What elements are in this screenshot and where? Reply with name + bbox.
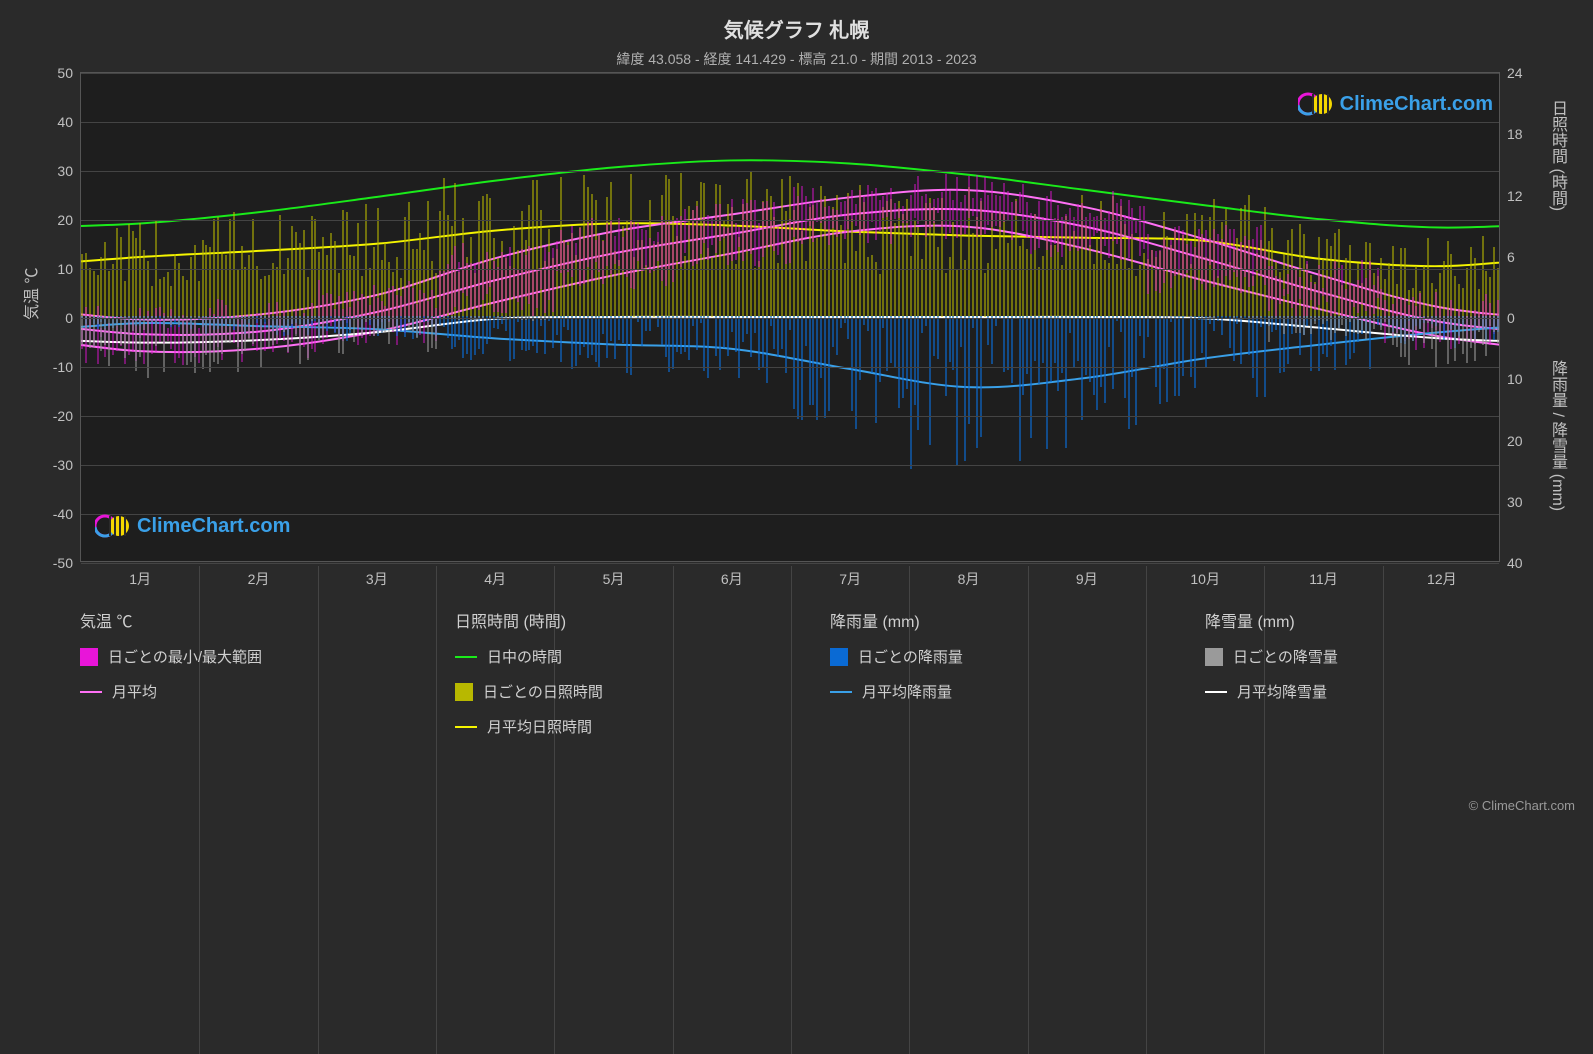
- x-tick-month: 4月: [484, 561, 506, 589]
- legend-title: 気温 ℃: [80, 608, 375, 632]
- x-tick-month: 1月: [129, 561, 151, 589]
- chart-title: 気候グラフ 札幌: [0, 0, 1593, 43]
- x-tick-month: 2月: [248, 561, 270, 589]
- legend-label: 月平均降雨量: [862, 681, 952, 702]
- x-tick-month: 12月: [1427, 561, 1457, 589]
- watermark-bottom: ClimeChart.com: [95, 512, 290, 540]
- legend-item: 日ごとの日照時間: [455, 681, 750, 702]
- y-axis-right-label-sunlight: 日照時間 (時間): [1545, 100, 1569, 211]
- y-tick-left: -40: [53, 506, 81, 522]
- legend-col-rain: 降雨量 (mm) 日ごとの降雨量月平均降雨量: [830, 608, 1125, 751]
- legend-label: 月平均: [112, 681, 157, 702]
- y-tick-right-precip: 20: [1499, 433, 1523, 449]
- y-tick-left: 20: [57, 212, 81, 228]
- legend-line: [830, 691, 852, 693]
- y-axis-left-label: 気温 ℃: [18, 268, 42, 320]
- y-tick-right-hours: 12: [1499, 188, 1523, 204]
- legend-item: 月平均日照時間: [455, 716, 750, 737]
- legend-label: 日ごとの降雪量: [1233, 646, 1338, 667]
- x-tick-month: 7月: [839, 561, 861, 589]
- chart-subtitle: 緯度 43.058 - 経度 141.429 - 標高 21.0 - 期間 20…: [0, 43, 1593, 69]
- y-tick-right-hours: 0: [1499, 310, 1515, 326]
- legend-swatch: [1205, 648, 1223, 666]
- legend-label: 日ごとの最小/最大範囲: [108, 646, 262, 667]
- y-tick-left: 50: [57, 65, 81, 81]
- legend-title: 日照時間 (時間): [455, 608, 750, 632]
- watermark-top: ClimeChart.com: [1298, 90, 1493, 118]
- y-axis-right-label-precip: 降雨量 / 降雪量 (mm): [1545, 360, 1569, 511]
- x-tick-month: 8月: [958, 561, 980, 589]
- legend-line: [455, 726, 477, 728]
- climate-chart: 気候グラフ 札幌 緯度 43.058 - 経度 141.429 - 標高 21.…: [0, 0, 1593, 825]
- y-tick-left: -20: [53, 408, 81, 424]
- legend-col-snow: 降雪量 (mm) 日ごとの降雪量月平均降雪量: [1205, 608, 1500, 751]
- legend-line: [1205, 691, 1227, 693]
- y-tick-left: -10: [53, 359, 81, 375]
- legend-label: 月平均降雪量: [1237, 681, 1327, 702]
- y-tick-left: 30: [57, 163, 81, 179]
- x-tick-month: 6月: [721, 561, 743, 589]
- legend-line: [80, 691, 102, 693]
- copyright: © ClimeChart.com: [1469, 798, 1575, 813]
- legend-col-sunlight: 日照時間 (時間) 日中の時間日ごとの日照時間月平均日照時間: [455, 608, 750, 751]
- legend-swatch: [80, 648, 98, 666]
- daily-bars-layer: [81, 73, 1499, 561]
- legend-label: 日ごとの日照時間: [483, 681, 603, 702]
- legend-item: 月平均降雪量: [1205, 681, 1500, 702]
- y-tick-left: 10: [57, 261, 81, 277]
- legend-swatch: [455, 683, 473, 701]
- legend-item: 月平均: [80, 681, 375, 702]
- legend: 気温 ℃ 日ごとの最小/最大範囲月平均 日照時間 (時間) 日中の時間日ごとの日…: [80, 608, 1500, 751]
- x-tick-month: 3月: [366, 561, 388, 589]
- y-tick-left: -30: [53, 457, 81, 473]
- x-tick-month: 10月: [1190, 561, 1220, 589]
- y-tick-right-hours: 18: [1499, 126, 1523, 142]
- y-tick-left: 40: [57, 114, 81, 130]
- legend-label: 月平均日照時間: [487, 716, 592, 737]
- legend-title: 降雨量 (mm): [830, 608, 1125, 632]
- legend-item: 日ごとの降雨量: [830, 646, 1125, 667]
- watermark-text: ClimeChart.com: [137, 515, 290, 538]
- y-tick-left: 0: [65, 310, 81, 326]
- legend-col-temp: 気温 ℃ 日ごとの最小/最大範囲月平均: [80, 608, 375, 751]
- legend-item: 月平均降雨量: [830, 681, 1125, 702]
- legend-label: 日ごとの降雨量: [858, 646, 963, 667]
- y-tick-right-precip: 30: [1499, 494, 1523, 510]
- legend-item: 日中の時間: [455, 646, 750, 667]
- x-tick-month: 9月: [1076, 561, 1098, 589]
- y-tick-right-precip: 10: [1499, 371, 1523, 387]
- y-tick-right-precip: 40: [1499, 555, 1523, 571]
- y-tick-left: -50: [53, 555, 81, 571]
- x-tick-month: 5月: [603, 561, 625, 589]
- legend-swatch: [830, 648, 848, 666]
- legend-item: 日ごとの最小/最大範囲: [80, 646, 375, 667]
- legend-line: [455, 656, 477, 658]
- legend-title: 降雪量 (mm): [1205, 608, 1500, 632]
- x-tick-month: 11月: [1309, 561, 1338, 589]
- legend-item: 日ごとの降雪量: [1205, 646, 1500, 667]
- watermark-text: ClimeChart.com: [1340, 93, 1493, 116]
- plot-area: -50-40-30-20-100102030405006121824102030…: [80, 72, 1500, 562]
- y-tick-right-hours: 24: [1499, 65, 1523, 81]
- y-tick-right-hours: 6: [1499, 249, 1515, 265]
- legend-label: 日中の時間: [487, 646, 562, 667]
